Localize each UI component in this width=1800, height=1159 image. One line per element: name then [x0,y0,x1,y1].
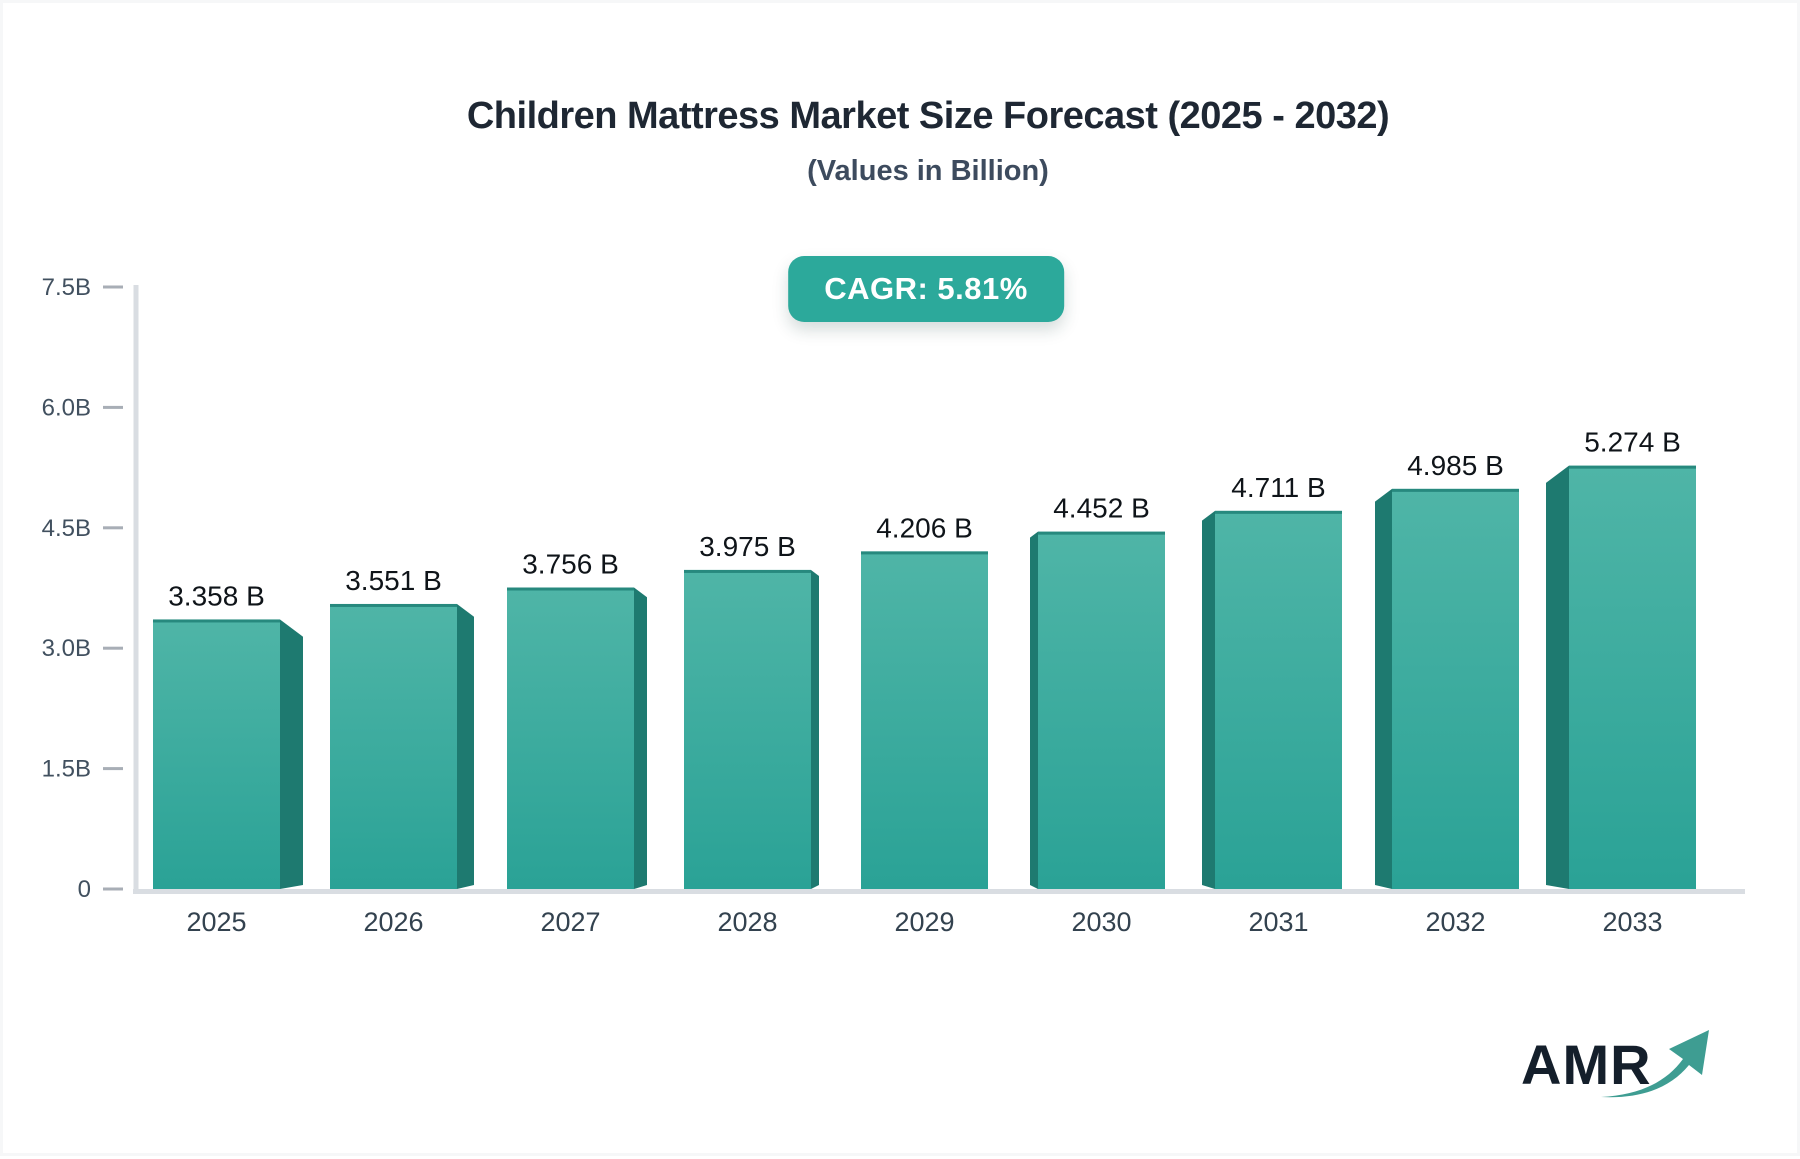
y-axis-tick-label: 4.5B [42,515,91,542]
x-axis-label: 2027 [540,907,600,937]
x-axis-label: 2030 [1071,907,1131,937]
bar-2030: 4.452 B 2030 [1030,493,1165,937]
y-axis-tick [103,767,123,771]
bar-front-face [330,603,457,889]
x-axis-label: 2033 [1602,907,1662,937]
bar-front-face [1569,465,1696,889]
bar-top-edge [153,619,280,623]
bar-top-edge [1215,510,1342,514]
bar-value-label: 4.206 B [876,512,973,543]
amr-logo: AMR [1521,1021,1709,1107]
bar-front-face [861,551,988,889]
growth-arrow-icon [1601,1030,1709,1098]
bar-value-label: 4.711 B [1231,472,1325,503]
bar-top-edge [507,587,634,591]
bar-2032: 4.985 B 2032 [1375,450,1519,937]
y-axis-tick [103,285,123,289]
bar-front-face [1392,488,1519,889]
x-axis-label: 2031 [1248,907,1308,937]
y-axis-tick-label: 6.0B [42,394,91,421]
bar-2026: 3.551 B 2026 [330,565,474,937]
bar-value-label: 5.274 B [1584,427,1681,458]
bar-top-edge [1392,488,1519,492]
bar-front-face [507,587,634,889]
bar-top-edge [861,551,988,555]
bar-2033: 5.274 B 2033 [1546,427,1696,937]
bar-front-face [1215,510,1342,889]
y-axis-tick-label: 1.5B [42,756,91,783]
bar-front-face [684,569,811,889]
bar-side-face [1546,465,1569,889]
x-axis-label: 2029 [894,907,954,937]
y-axis-tick [103,405,123,409]
bar-2025: 3.358 B 2025 [153,580,303,937]
bar-value-label: 4.985 B [1407,450,1504,481]
y-axis-tick [103,526,123,530]
bar-side-face [811,569,819,889]
bar-front-face [1038,531,1165,889]
bar-2027: 3.756 B 2027 [507,549,647,937]
bar-value-label: 3.975 B [699,531,796,562]
bar-side-face [280,619,303,889]
x-axis-line [133,889,1745,894]
bar-2029: 4.206 B 2029 [861,512,988,937]
bar-top-edge [1038,531,1165,535]
logo-amr-text: AMR [1521,1033,1652,1096]
bar-value-label: 3.551 B [345,565,442,596]
bar-side-face [457,603,474,889]
bar-top-edge [330,603,457,607]
bar-value-label: 3.358 B [168,580,265,611]
y-axis-tick-label: 0 [78,876,91,903]
bar-value-label: 3.756 B [522,549,619,580]
bar-value-label: 4.452 B [1053,493,1150,524]
bar-front-face [153,619,280,889]
y-axis-tick-label: 7.5B [42,274,91,301]
x-axis-label: 2025 [186,907,246,937]
forecast-bar-chart: 0 1.5B 3.0B 4.5B 6.0B 7.5B 3.358 B 2025 3.551 B 2… [42,274,1745,937]
bar-2031: 4.711 B 2031 [1202,472,1342,937]
y-axis-line [133,285,139,894]
x-axis-label: 2032 [1425,907,1485,937]
bar-side-face [1375,488,1392,889]
x-axis-label: 2028 [717,907,777,937]
y-axis-tick [103,887,123,891]
bar-top-edge [1569,465,1696,469]
bar-top-edge [684,569,811,573]
bar-side-face [1202,510,1215,889]
y-axis-tick-label: 3.0B [42,635,91,662]
x-axis-label: 2026 [363,907,423,937]
y-axis-tick [103,646,123,650]
cagr-badge: CAGR: 5.81% [788,256,1064,322]
bar-side-face [1030,531,1038,889]
bar-2028: 3.975 B 2028 [684,531,819,937]
bar-side-face [634,587,647,889]
